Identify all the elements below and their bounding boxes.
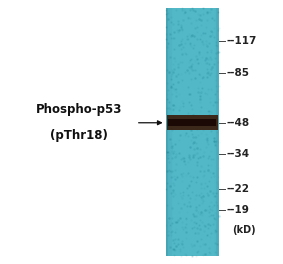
Bar bbox=[168, 8, 169, 256]
Bar bbox=[166, 8, 167, 256]
Bar bbox=[216, 8, 218, 256]
Text: --48: --48 bbox=[226, 118, 250, 128]
Bar bbox=[171, 8, 173, 256]
Bar bbox=[167, 115, 218, 130]
Text: --19: --19 bbox=[226, 205, 249, 215]
Text: (kD): (kD) bbox=[232, 225, 256, 235]
Text: --22: --22 bbox=[226, 184, 249, 194]
Bar bbox=[167, 8, 168, 256]
Bar bbox=[216, 8, 217, 256]
Bar bbox=[215, 8, 216, 256]
Bar bbox=[166, 8, 219, 256]
Text: --85: --85 bbox=[226, 68, 249, 78]
Bar bbox=[170, 8, 171, 256]
Bar bbox=[217, 8, 218, 256]
Text: --117: --117 bbox=[226, 36, 257, 46]
Bar bbox=[218, 8, 219, 256]
Bar bbox=[171, 8, 172, 256]
Bar bbox=[166, 8, 168, 256]
Bar bbox=[169, 8, 170, 256]
Bar bbox=[214, 8, 215, 256]
Bar bbox=[168, 120, 216, 126]
Text: (pThr18): (pThr18) bbox=[50, 129, 108, 143]
Text: Phospho-p53: Phospho-p53 bbox=[36, 103, 123, 116]
Text: --34: --34 bbox=[226, 149, 250, 159]
